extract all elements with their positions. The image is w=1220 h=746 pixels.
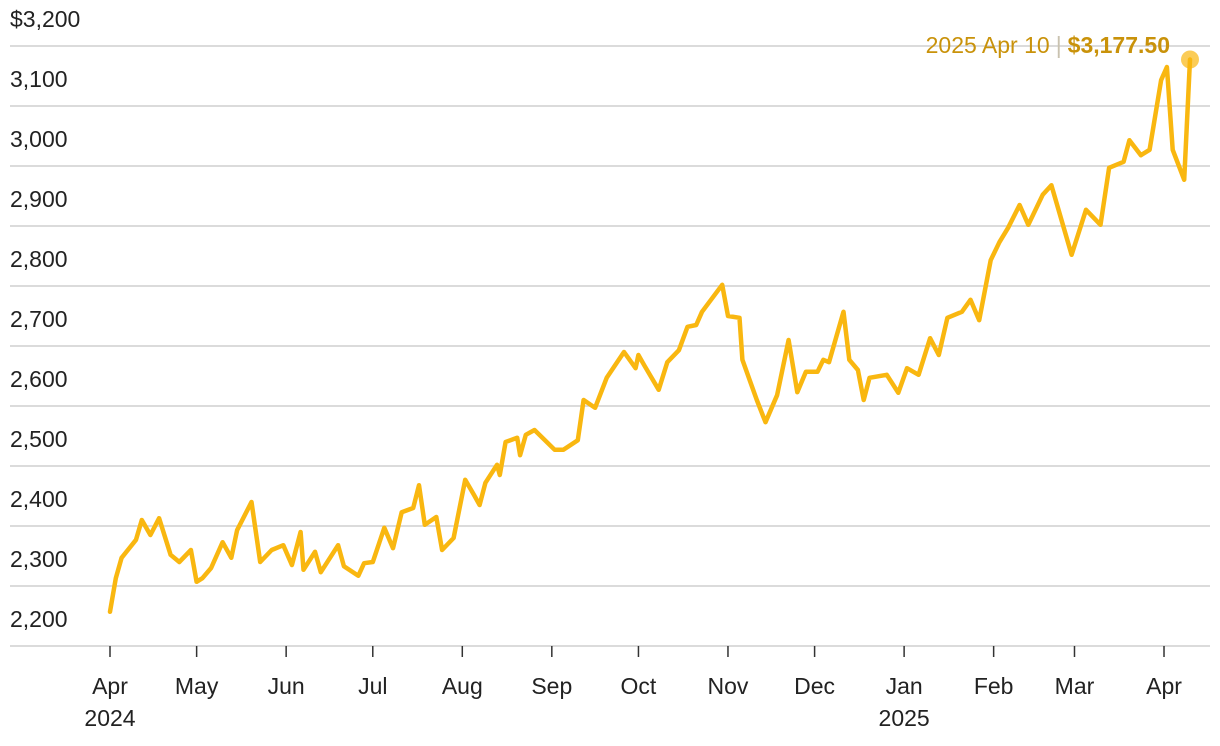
y-tick-label: 2,600: [10, 366, 68, 392]
grid: 2,200 2,300 2,400 2,500 2,600 2,700 2,800 2,900…: [10, 6, 1210, 731]
x-tick-label: Sep: [531, 673, 572, 699]
y-tick-label: $3,200: [10, 6, 80, 32]
price-line: [107, 57, 1193, 615]
annotation-separator: |: [1056, 32, 1062, 58]
y-tick-label: 2,300: [10, 546, 68, 572]
y-tick-label: 2,800: [10, 246, 68, 272]
x-tick-label: Jun: [268, 673, 305, 699]
x-year-label: 2024: [84, 705, 135, 731]
annotation-value: $3,177.50: [1068, 32, 1170, 58]
annotation-date: 2025 Apr 10: [926, 32, 1050, 58]
y-tick-label: 2,500: [10, 426, 68, 452]
x-tick-label: Apr: [1146, 673, 1182, 699]
x-tick-label: Jul: [358, 673, 387, 699]
last-point: [1181, 50, 1199, 69]
x-tick-label: Mar: [1055, 673, 1095, 699]
x-tick-label: May: [175, 673, 219, 699]
y-tick-label: 2,400: [10, 486, 68, 512]
y-tick-label: 2,700: [10, 306, 68, 332]
x-tick-label: Apr: [92, 673, 128, 699]
y-tick-label: 2,900: [10, 186, 68, 212]
x-tick-label: Nov: [708, 673, 749, 699]
y-tick-label: 3,100: [10, 66, 68, 92]
annotation: 2025 Apr 10 | $3,177.50: [926, 32, 1170, 58]
y-tick-label: 2,200: [10, 606, 68, 632]
y-tick-label: 3,000: [10, 126, 68, 152]
x-tick-label: Aug: [442, 673, 483, 699]
x-tick-label: Feb: [974, 673, 1014, 699]
x-tick-label: Dec: [794, 673, 835, 699]
x-tick-label: Jan: [886, 673, 923, 699]
x-year-label: 2025: [879, 705, 930, 731]
x-tick-label: Oct: [621, 673, 657, 699]
